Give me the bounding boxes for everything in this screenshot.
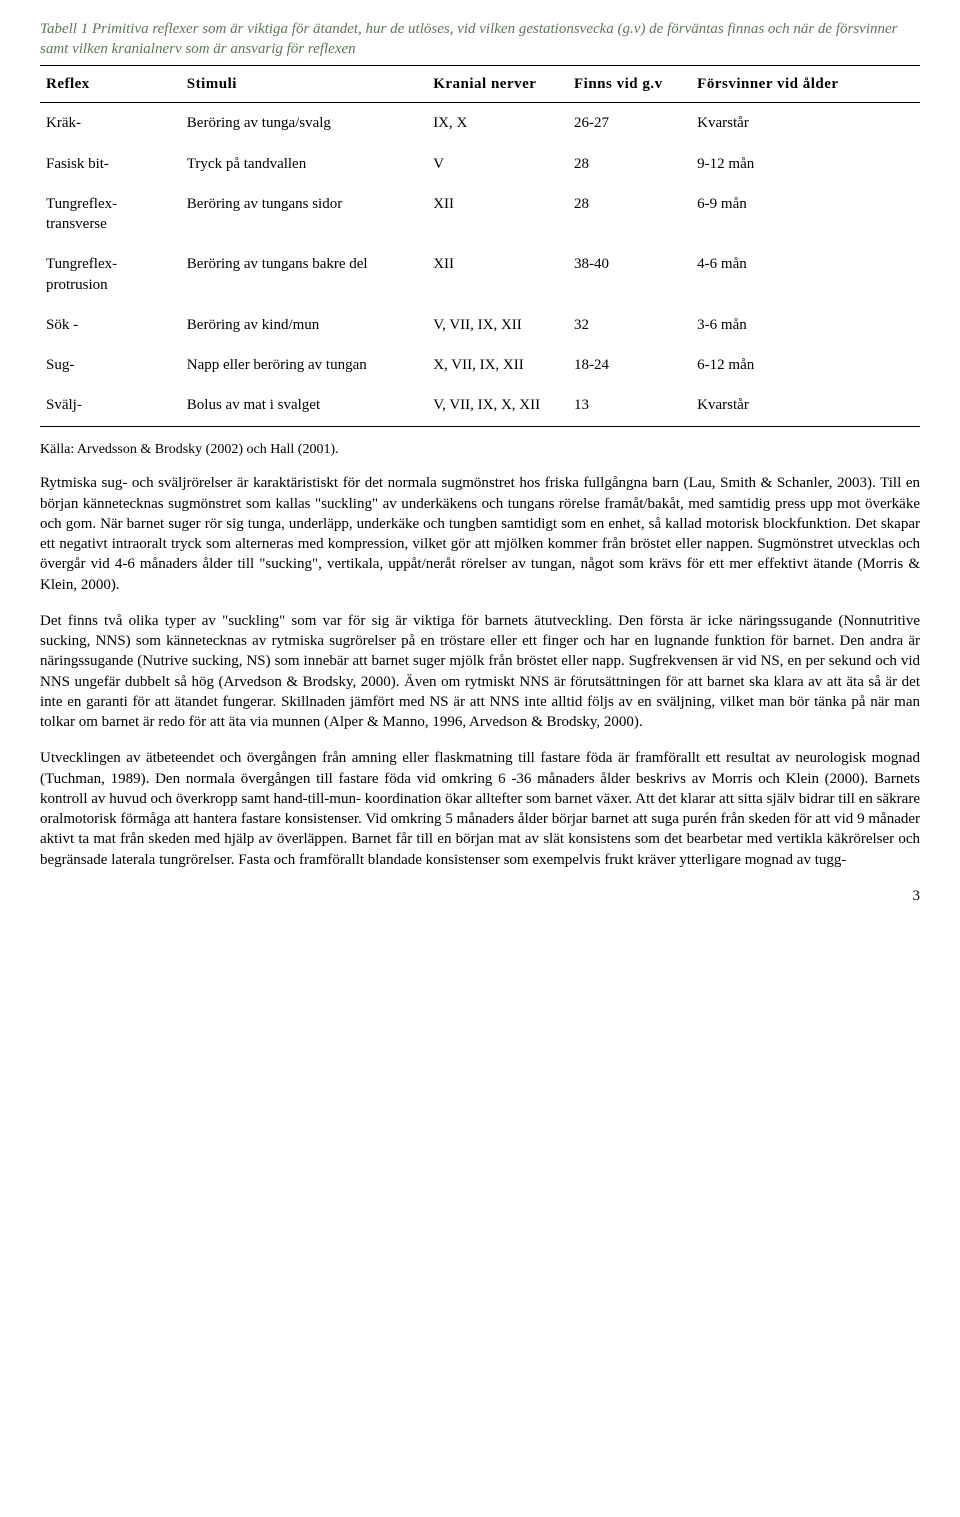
cell-reflex: Svälj-	[40, 385, 181, 426]
cell-stimuli: Tryck på tandvallen	[181, 144, 427, 184]
cell-gv: 13	[568, 385, 691, 426]
header-gv: Finns vid g.v	[568, 66, 691, 103]
cell-forsv: 9-12 mån	[691, 144, 920, 184]
cell-nerver: XII	[427, 244, 568, 305]
table-caption: Tabell 1 Primitiva reflexer som är vikti…	[40, 20, 920, 59]
cell-forsv: 4-6 mån	[691, 244, 920, 305]
header-reflex: Reflex	[40, 66, 181, 103]
cell-reflex: Sug-	[40, 345, 181, 385]
cell-gv: 18-24	[568, 345, 691, 385]
cell-forsv: 6-12 mån	[691, 345, 920, 385]
table-header-row: Reflex Stimuli Kranial nerver Finns vid …	[40, 66, 920, 103]
page-number: 3	[40, 886, 920, 906]
cell-stimuli: Beröring av tungans bakre del	[181, 244, 427, 305]
table-row: Svälj- Bolus av mat i svalget V, VII, IX…	[40, 385, 920, 426]
header-forsvinner: Försvinner vid ålder	[691, 66, 920, 103]
reflex-table: Reflex Stimuli Kranial nerver Finns vid …	[40, 65, 920, 427]
cell-nerver: V, VII, IX, X, XII	[427, 385, 568, 426]
cell-reflex: Sök -	[40, 305, 181, 345]
table-row: Sök - Beröring av kind/mun V, VII, IX, X…	[40, 305, 920, 345]
cell-stimuli: Beröring av tungans sidor	[181, 184, 427, 245]
paragraph-3: Utvecklingen av ätbeteendet och övergång…	[40, 748, 920, 870]
cell-stimuli: Beröring av tunga/svalg	[181, 103, 427, 144]
cell-nerver: V	[427, 144, 568, 184]
paragraph-1: Rytmiska sug- och sväljrörelser är karak…	[40, 473, 920, 595]
cell-reflex: Tungreflex- transverse	[40, 184, 181, 245]
cell-nerver: XII	[427, 184, 568, 245]
cell-forsv: 6-9 mån	[691, 184, 920, 245]
table-row: Tungreflex- protrusion Beröring av tunga…	[40, 244, 920, 305]
cell-gv: 38-40	[568, 244, 691, 305]
table-source: Källa: Arvedsson & Brodsky (2002) och Ha…	[40, 441, 920, 460]
table-row: Fasisk bit- Tryck på tandvallen V 28 9-1…	[40, 144, 920, 184]
cell-stimuli: Bolus av mat i svalget	[181, 385, 427, 426]
cell-nerver: V, VII, IX, XII	[427, 305, 568, 345]
cell-stimuli: Napp eller beröring av tungan	[181, 345, 427, 385]
cell-nerver: IX, X	[427, 103, 568, 144]
cell-gv: 28	[568, 184, 691, 245]
table-row: Tungreflex- transverse Beröring av tunga…	[40, 184, 920, 245]
header-nerver: Kranial nerver	[427, 66, 568, 103]
table-row: Kräk- Beröring av tunga/svalg IX, X 26-2…	[40, 103, 920, 144]
cell-reflex: Kräk-	[40, 103, 181, 144]
cell-stimuli: Beröring av kind/mun	[181, 305, 427, 345]
cell-forsv: Kvarstår	[691, 385, 920, 426]
cell-gv: 26-27	[568, 103, 691, 144]
header-stimuli: Stimuli	[181, 66, 427, 103]
cell-reflex: Fasisk bit-	[40, 144, 181, 184]
paragraph-2: Det finns två olika typer av "suckling" …	[40, 611, 920, 733]
cell-gv: 32	[568, 305, 691, 345]
cell-nerver: X, VII, IX, XII	[427, 345, 568, 385]
cell-gv: 28	[568, 144, 691, 184]
table-row: Sug- Napp eller beröring av tungan X, VI…	[40, 345, 920, 385]
cell-forsv: Kvarstår	[691, 103, 920, 144]
cell-reflex: Tungreflex- protrusion	[40, 244, 181, 305]
cell-forsv: 3-6 mån	[691, 305, 920, 345]
